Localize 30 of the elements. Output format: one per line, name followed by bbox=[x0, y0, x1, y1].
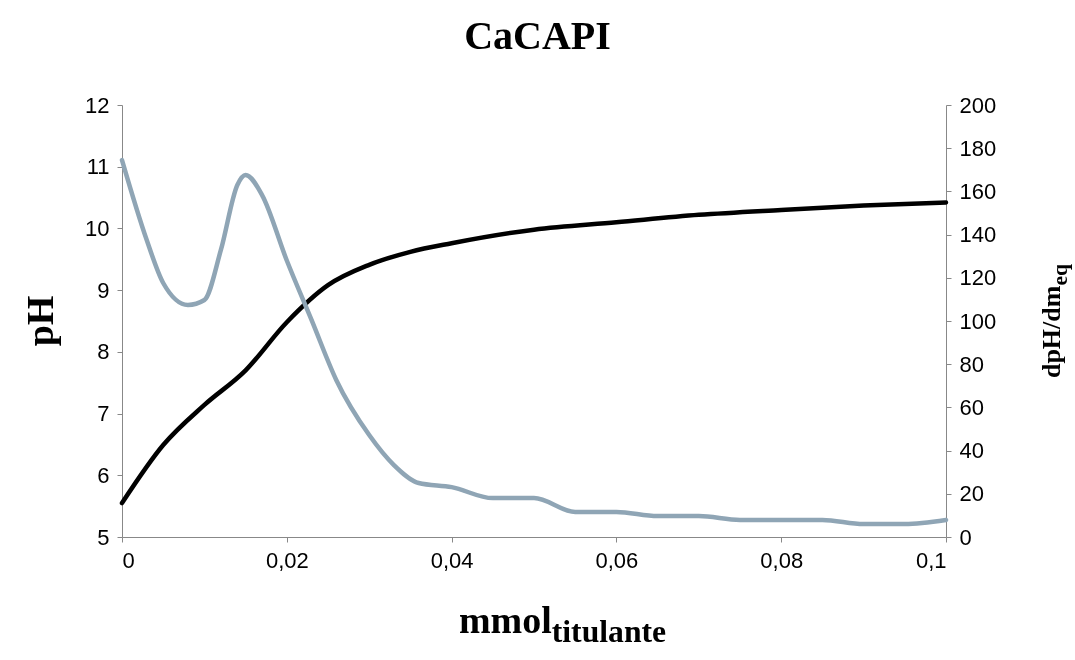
y2-tick-label: 20 bbox=[959, 481, 984, 507]
y-tick-label: 10 bbox=[85, 215, 110, 241]
y2-tick-label: 0 bbox=[959, 524, 972, 550]
x-tick-label: 0 bbox=[122, 547, 135, 573]
y2-tick-label: 60 bbox=[959, 394, 984, 420]
x-tick-label: 0,08 bbox=[760, 547, 804, 573]
line-series bbox=[119, 200, 949, 506]
y-tick-label: 12 bbox=[85, 92, 110, 118]
y2-tick-label: 200 bbox=[959, 92, 997, 118]
y2-tick-label: 80 bbox=[959, 351, 984, 377]
x-tick-label: 0,1 bbox=[915, 547, 947, 573]
y-tick-label: 8 bbox=[97, 339, 110, 365]
y2-tick-label: 40 bbox=[959, 438, 984, 464]
chart-title: CaCAPI bbox=[463, 12, 612, 59]
x-tick-label: 0,02 bbox=[265, 547, 309, 573]
x-axis-title: mmol$_{titulante}$ bbox=[457, 598, 668, 650]
y2-tick-label: 180 bbox=[959, 135, 997, 161]
y2-tick-label: 160 bbox=[959, 178, 997, 204]
y2-tick-label: 100 bbox=[959, 308, 997, 334]
y-tick-label: 7 bbox=[97, 401, 110, 427]
y-tick-label: 6 bbox=[97, 462, 110, 488]
y2-tick-label: 140 bbox=[959, 222, 997, 248]
x-tick-label: 0,06 bbox=[595, 547, 639, 573]
y-axis-title: pH bbox=[18, 295, 62, 347]
y2-tick-label: 120 bbox=[959, 265, 997, 291]
line-series bbox=[119, 157, 949, 527]
y-tick-label: 9 bbox=[97, 277, 110, 303]
y-tick-label: 11 bbox=[86, 154, 110, 180]
x-tick-label: 0,04 bbox=[430, 547, 474, 573]
y-tick-label: 5 bbox=[97, 524, 110, 550]
